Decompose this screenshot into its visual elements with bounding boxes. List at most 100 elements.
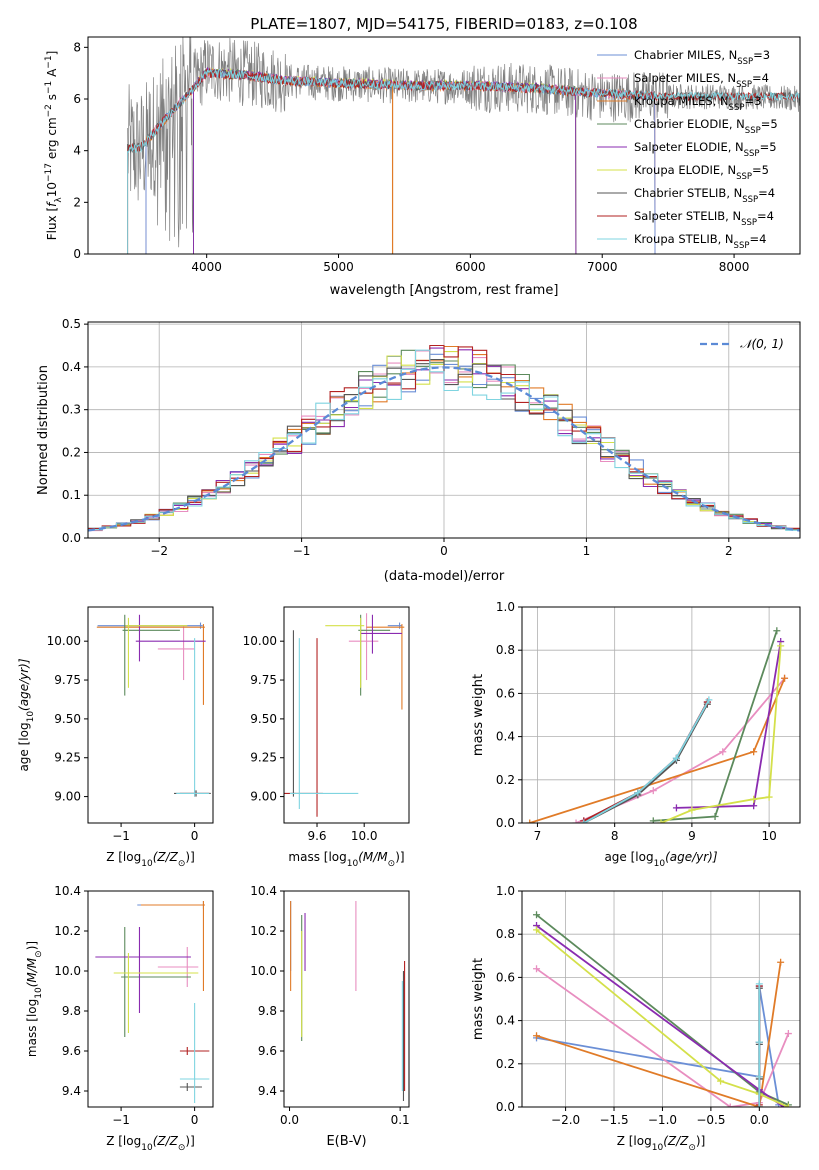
legend-sub: SSP <box>744 149 760 159</box>
x-tick-label: −2.0 <box>551 1113 580 1127</box>
weight-series-kroupa_stelib <box>580 696 713 823</box>
legend-text: Chabrier STELIB, N <box>634 186 742 200</box>
y-tick-label: 9.8 <box>258 1004 277 1018</box>
weight-marker <box>649 817 657 823</box>
x-tick-label: −1 <box>293 544 311 558</box>
legend-sub: SSP <box>741 218 757 228</box>
legend-text: Kroupa MILES, N <box>634 94 729 108</box>
x-tick-label: 2 <box>725 544 733 558</box>
y-tick-label: 0.4 <box>496 730 515 744</box>
y-tick-label: 10.0 <box>250 964 277 978</box>
weight-marker <box>765 793 773 801</box>
x-tick-label: 8000 <box>719 260 750 274</box>
y-tick-label: 0.5 <box>62 317 81 331</box>
y-tick-label: 0.4 <box>62 360 81 374</box>
label-part: (M/M <box>25 957 39 987</box>
y-tick-label: 0.8 <box>496 927 515 941</box>
y-tick-label: 0.2 <box>62 445 81 459</box>
x-tick-label: −1 <box>112 1113 130 1127</box>
y-tick-label: 9.25 <box>250 751 277 765</box>
panel-residuals: −2 −1 0 1 2 0.0 0.1 0.2 0.3 0.4 0.5 (data-model)/er… <box>36 317 801 584</box>
legend-tail: =5 <box>761 117 778 131</box>
x-tick-label: 0.0 <box>750 1113 769 1127</box>
x-axis-label: E(B-V) <box>326 1134 366 1149</box>
axes-frame <box>521 890 801 1108</box>
label-part: −1 <box>44 55 54 68</box>
x-tick-label: 10.0 <box>351 829 378 843</box>
label-part: (age/yr)] <box>17 658 31 711</box>
x-tick-label: 8 <box>611 829 619 843</box>
weight-marker <box>719 748 727 756</box>
y-tick-label: 9.6 <box>62 1044 81 1058</box>
legend-sub: SSP <box>736 172 752 182</box>
label-part: 10 <box>141 1143 153 1153</box>
legend-label-salpeter_elodie: Salpeter ELODIE, NSSP=5 <box>634 140 777 159</box>
weight-marker <box>533 911 541 919</box>
legend-sub: SSP <box>742 195 758 205</box>
label-part: ⊙ <box>388 859 396 869</box>
legend-tail: =3 <box>753 48 770 62</box>
model-spectrum-kroupa_stelib <box>127 68 800 254</box>
axes-frame <box>283 606 410 824</box>
legend-label-chabrier_stelib: Chabrier STELIB, NSSP=4 <box>634 186 775 205</box>
label-part: erg cm <box>45 117 59 163</box>
weight-marker <box>726 1103 734 1107</box>
weight-marker <box>750 795 758 803</box>
legend-label-gaussian: 𝒩(0, 1) <box>740 337 784 351</box>
weight-marker <box>634 789 642 797</box>
weight-line <box>583 699 710 823</box>
x-axis-label: Z [log10(Z/Z⊙)] <box>106 1134 195 1153</box>
y-axis-label: Normed distribution <box>36 365 51 495</box>
x-tick-label: 0 <box>440 544 448 558</box>
errorbar-kroupa_miles <box>96 624 205 705</box>
label-part: ⊙ <box>178 1143 186 1153</box>
label-part: Z [log <box>106 1134 141 1148</box>
y-tick-label: 8 <box>73 40 81 54</box>
weight-line <box>583 703 709 823</box>
y-tick-label: 9.8 <box>62 1004 81 1018</box>
y-tick-label: 9.25 <box>54 751 81 765</box>
weight-marker <box>533 926 541 934</box>
label-part: λ <box>54 197 64 203</box>
weight-marker <box>711 813 719 821</box>
legend-sub: SSP <box>736 80 752 90</box>
plot-area <box>526 627 789 823</box>
label-part: −17 <box>44 163 54 182</box>
label-part: age [log <box>17 722 31 771</box>
weight-marker <box>657 819 665 823</box>
label-part: mass [log <box>25 999 39 1057</box>
plot-area <box>284 613 405 817</box>
x-tick-label: −0.5 <box>696 1113 725 1127</box>
y-tick-label: 10.2 <box>250 924 277 938</box>
label-part: Z [log <box>617 1134 652 1148</box>
residual-legend: 𝒩(0, 1) <box>700 337 784 351</box>
legend-text: Salpeter STELIB, N <box>634 209 741 223</box>
y-tick-label: 1.0 <box>496 600 515 614</box>
errorbar-kroupa_elodie <box>125 617 188 688</box>
weight-marker <box>672 804 680 812</box>
x-axis-label: age [log10(age/yr)] <box>604 850 717 869</box>
weight-series-chabrier_miles <box>580 698 711 823</box>
y-tick-label: 9.75 <box>250 673 277 687</box>
legend-text: Salpeter MILES, N <box>634 71 736 85</box>
label-part: (Z/Z <box>663 1134 689 1148</box>
weight-series-chabrier_elodie <box>649 627 781 823</box>
label-part: −1 <box>44 81 54 94</box>
panel-spectrum: 4000 5000 6000 7000 8000 0 2 4 6 8 wavelength [Ang… <box>44 36 801 298</box>
weight-series-kroupa_elodie <box>657 642 785 823</box>
legend-label-chabrier_miles: Chabrier MILES, NSSP=3 <box>634 48 770 67</box>
weight-marker <box>533 965 541 973</box>
y-tick-label: 1.0 <box>496 884 515 898</box>
x-tick-label: 0 <box>191 1113 199 1127</box>
errorbar-salpeter_elodie <box>360 614 402 654</box>
label-part: ⊙ <box>34 950 44 958</box>
y-tick-label: 0.0 <box>496 816 515 830</box>
legend-tail: =4 <box>749 232 766 246</box>
x-tick-label: 9.6 <box>307 829 326 843</box>
weight-line <box>535 929 789 1107</box>
y-axis-label: mass weight <box>471 674 486 756</box>
label-part: A <box>45 68 59 81</box>
legend-sub: SSP <box>745 126 761 136</box>
weight-marker <box>526 819 534 823</box>
